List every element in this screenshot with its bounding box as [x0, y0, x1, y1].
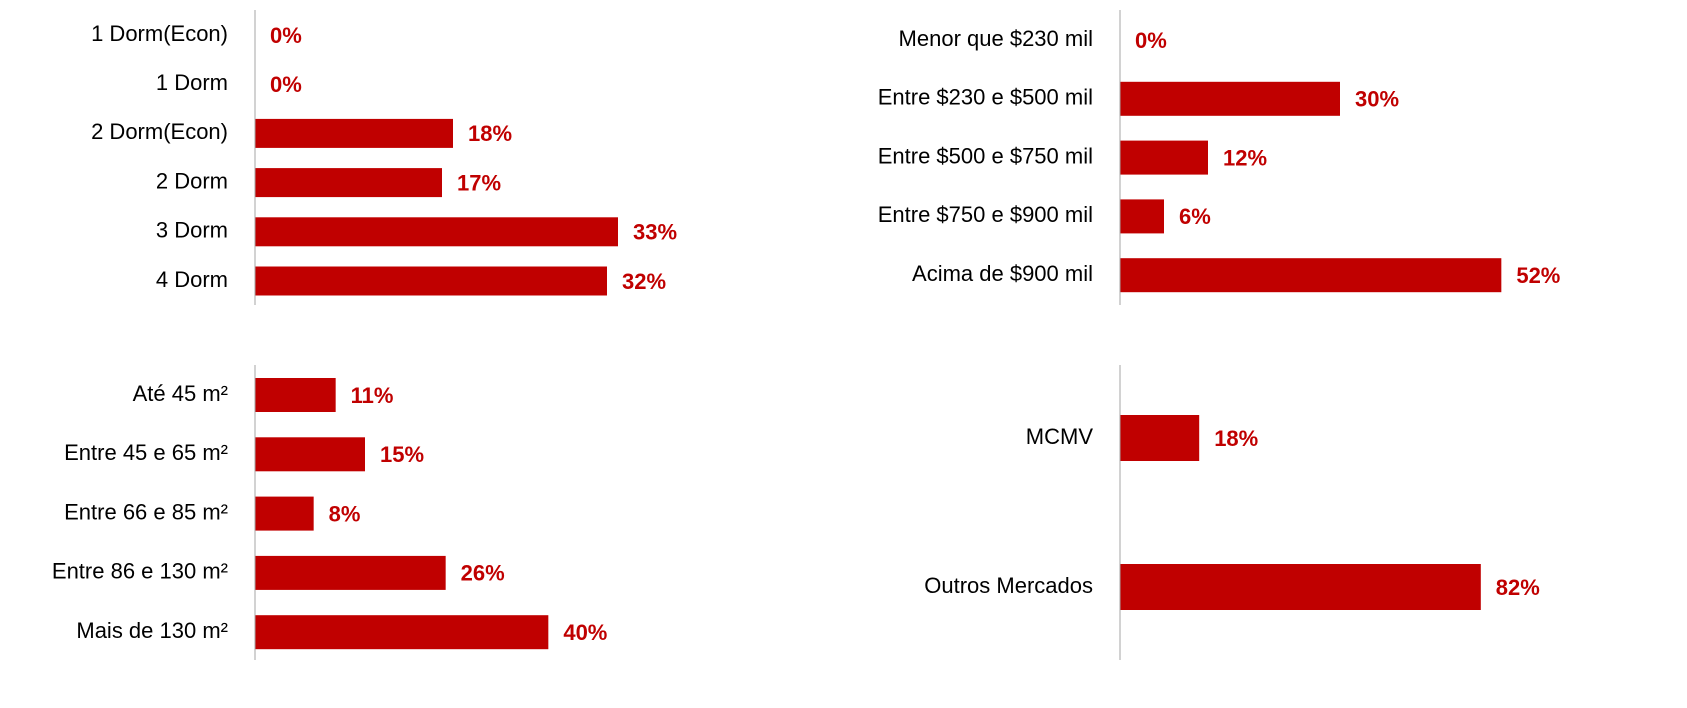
value-label: 33% [633, 220, 677, 245]
value-label: 6% [1179, 204, 1211, 229]
value-label: 18% [1214, 426, 1258, 451]
value-label: 30% [1355, 87, 1399, 112]
category-label: 3 Dorm [156, 218, 228, 243]
value-label: 12% [1223, 145, 1267, 170]
value-label: 0% [270, 23, 302, 48]
value-label: 52% [1516, 263, 1560, 288]
value-label: 0% [1135, 28, 1167, 53]
bar [1120, 81, 1340, 116]
bar [255, 118, 453, 148]
value-label: 17% [457, 170, 501, 195]
value-label: 11% [351, 383, 394, 408]
value-label: 15% [380, 442, 424, 467]
value-label: 26% [461, 561, 505, 586]
bar [255, 615, 549, 650]
category-label: Entre 86 e 130 m² [52, 559, 228, 584]
bar [255, 266, 607, 296]
category-label: 1 Dorm(Econ) [91, 21, 228, 46]
bar [1120, 199, 1164, 234]
category-label: 2 Dorm(Econ) [91, 119, 228, 144]
value-label: 82% [1496, 575, 1540, 600]
value-label: 40% [563, 620, 607, 645]
value-label: 0% [270, 72, 302, 97]
category-label: Até 45 m² [133, 381, 228, 406]
category-label: 2 Dorm [156, 168, 228, 193]
value-label: 32% [622, 269, 666, 294]
category-label: Acima de $900 mil [912, 261, 1093, 286]
category-label: Entre 66 e 85 m² [64, 499, 228, 524]
bar [255, 217, 618, 247]
category-label: Entre $500 e $750 mil [878, 143, 1093, 168]
value-label: 18% [468, 121, 512, 146]
bar [1120, 415, 1200, 461]
bar [1120, 140, 1208, 175]
category-label: Entre $230 e $500 mil [878, 85, 1093, 110]
bar [1120, 564, 1481, 610]
category-label: Mais de 130 m² [76, 618, 228, 643]
bar [1120, 258, 1502, 293]
bar [255, 168, 442, 198]
category-label: Entre $750 e $900 mil [878, 202, 1093, 227]
category-label: Outros Mercados [924, 573, 1093, 598]
bar [255, 437, 365, 472]
category-label: 1 Dorm [156, 70, 228, 95]
bar [255, 496, 314, 531]
bar [255, 555, 446, 590]
value-label: 8% [329, 501, 361, 526]
category-label: 4 Dorm [156, 267, 228, 292]
category-label: Entre 45 e 65 m² [64, 440, 228, 465]
bar [255, 378, 336, 412]
category-label: Menor que $230 mil [899, 26, 1093, 51]
category-label: MCMV [1026, 424, 1094, 449]
